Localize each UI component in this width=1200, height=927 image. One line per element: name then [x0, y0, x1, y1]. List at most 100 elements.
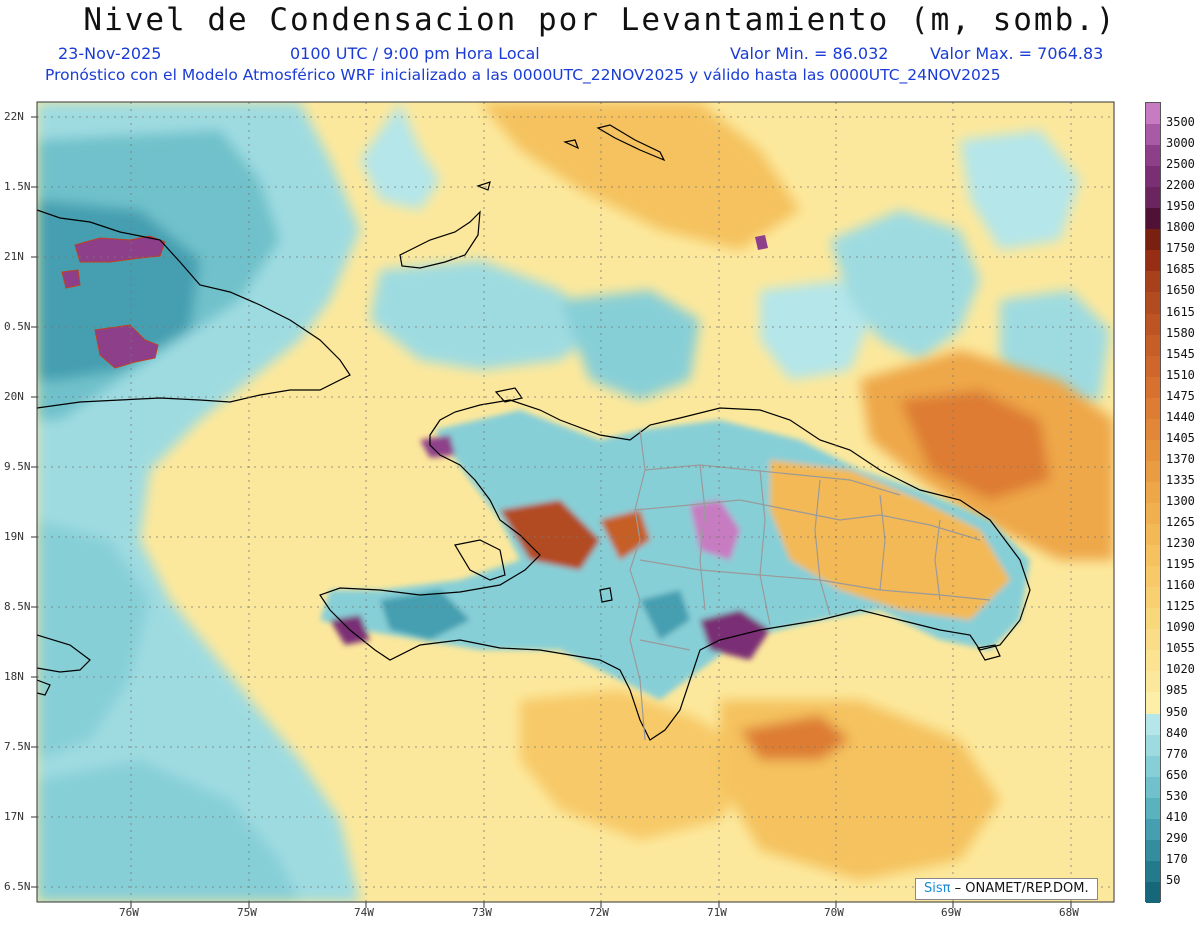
colorbar-segment	[1146, 460, 1160, 483]
colorbar-segment	[1146, 713, 1160, 736]
credit-box: Sisπ – ONAMET/REP.DOM.	[915, 878, 1098, 900]
colorbar-segment	[1146, 481, 1160, 504]
colorbar-segment	[1146, 271, 1160, 293]
colorbar-label: 1265	[1166, 515, 1195, 530]
colorbar-segment	[1146, 566, 1160, 588]
max-value: Valor Max. = 7064.83	[930, 44, 1104, 63]
lat-label: 19N	[4, 530, 24, 543]
lon-ticks	[130, 902, 1072, 908]
lat-label: 0.5N	[4, 320, 31, 333]
colorbar-label: 1685	[1166, 262, 1195, 277]
colorbar-segment	[1146, 166, 1160, 188]
colorbar-label: 1020	[1166, 662, 1195, 677]
colorbar-segment	[1146, 418, 1160, 441]
colorbar-segment	[1146, 124, 1160, 146]
colorbar-label: 1545	[1166, 346, 1195, 361]
colorbar-segment	[1146, 797, 1160, 820]
colorbar-segment	[1146, 839, 1160, 862]
colorbar-segment	[1146, 545, 1160, 567]
colorbar-label: 1750	[1166, 241, 1195, 256]
colorbar-label: 770	[1166, 746, 1188, 761]
lon-label: 71W	[707, 906, 727, 919]
colorbar-segment	[1146, 229, 1160, 251]
lat-label: 6.5N	[4, 880, 31, 893]
colorbar-label: 1475	[1166, 388, 1195, 403]
colorbar-segment	[1146, 818, 1160, 841]
colorbar-segment	[1146, 881, 1160, 904]
colorbar-label: 1055	[1166, 641, 1195, 656]
colorbar-segment	[1146, 776, 1160, 799]
forecast-time: 0100 UTC / 9:00 pm Hora Local	[290, 44, 540, 63]
field-cuba-peaks	[61, 235, 768, 369]
lat-label: 18N	[4, 670, 24, 683]
lat-label: 8.5N	[4, 600, 31, 613]
lat-label: 7.5N	[4, 740, 31, 753]
colorbar-segment	[1146, 397, 1160, 420]
field-low-lcl-west	[37, 102, 440, 902]
colorbar-label: 1950	[1166, 199, 1195, 214]
colorbar-label: 290	[1166, 830, 1188, 845]
colorbar-label: 1580	[1166, 325, 1195, 340]
graticule	[37, 102, 1114, 902]
model-info: Pronóstico con el Modelo Atmosférico WRF…	[45, 66, 1001, 84]
colorbar	[1145, 102, 1161, 904]
colorbar-segment	[1146, 629, 1160, 651]
colorbar-segment	[1146, 587, 1160, 609]
colorbar-label: 1800	[1166, 220, 1195, 235]
field-high-lcl-east	[480, 102, 1114, 880]
credit-text: – ONAMET/REP.DOM.	[954, 881, 1089, 896]
colorbar-label: 1090	[1166, 620, 1195, 635]
coastlines	[37, 124, 1031, 741]
lon-label: 69W	[941, 906, 961, 919]
colorbar-label: 840	[1166, 725, 1188, 740]
colorbar-segment	[1146, 608, 1160, 630]
lat-label: 9.5N	[4, 460, 31, 473]
colorbar-segment	[1146, 208, 1160, 230]
colorbar-segment	[1146, 734, 1160, 757]
colorbar-segment	[1146, 103, 1160, 125]
colorbar-segment	[1146, 503, 1160, 525]
lon-label: 70W	[824, 906, 844, 919]
sispi-logo: Sisπ	[924, 881, 951, 896]
colorbar-segment	[1146, 292, 1160, 315]
colorbar-label: 2200	[1166, 178, 1195, 193]
province-borders	[629, 429, 991, 741]
colorbar-segment	[1146, 671, 1160, 693]
colorbar-label: 2500	[1166, 157, 1195, 172]
lon-label: 75W	[237, 906, 257, 919]
lon-label: 76W	[119, 906, 139, 919]
colorbar-label: 1650	[1166, 283, 1195, 298]
lat-ticks	[31, 116, 37, 888]
colorbar-label: 650	[1166, 767, 1188, 782]
colorbar-segment	[1146, 250, 1160, 272]
colorbar-segment	[1146, 313, 1160, 336]
lat-label: 22N	[4, 110, 24, 123]
colorbar-label: 1405	[1166, 430, 1195, 445]
colorbar-segment	[1146, 692, 1160, 715]
colorbar-label: 1300	[1166, 494, 1195, 508]
colorbar-segment	[1146, 755, 1160, 778]
lat-label: 20N	[4, 390, 24, 403]
lon-label: 74W	[354, 906, 374, 919]
colorbar-label: 1335	[1166, 472, 1195, 487]
map-title: Nivel de Condensacion por Levantamiento …	[83, 2, 1117, 38]
colorbar-segment	[1146, 650, 1160, 672]
lon-label: 68W	[1059, 906, 1079, 919]
colorbar-label: 1440	[1166, 409, 1195, 424]
colorbar-segment	[1146, 334, 1160, 357]
colorbar-segment	[1146, 860, 1160, 883]
colorbar-label: 530	[1166, 788, 1188, 803]
plot-frame	[36, 101, 1115, 903]
colorbar-label: 170	[1166, 851, 1188, 866]
colorbar-segment	[1146, 524, 1160, 546]
colorbar-label: 3000	[1166, 136, 1195, 151]
colorbar-segment	[1146, 439, 1160, 462]
lat-label: 1.5N	[4, 180, 31, 193]
colorbar-label: 950	[1166, 704, 1188, 719]
colorbar-segment	[1146, 355, 1160, 378]
colorbar-label: 3500	[1166, 115, 1195, 130]
colorbar-segment	[1146, 376, 1160, 399]
min-value: Valor Min. = 86.032	[730, 44, 889, 63]
colorbar-segment	[1146, 145, 1160, 167]
